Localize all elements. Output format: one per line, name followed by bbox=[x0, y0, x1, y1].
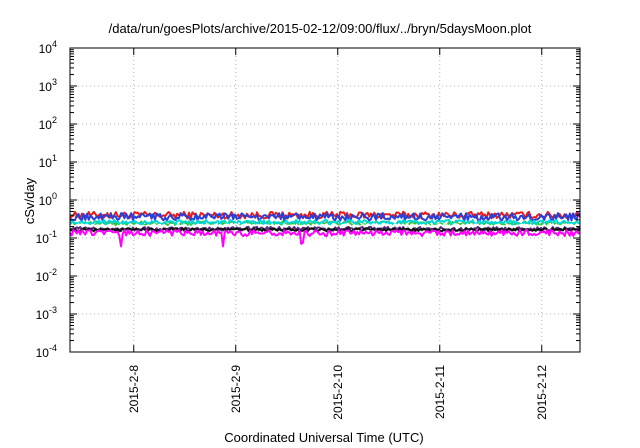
series-line-3 bbox=[69, 219, 581, 226]
x-tick-label: 2015-2-12 bbox=[535, 365, 549, 420]
y-tick-label: 104 bbox=[39, 39, 57, 56]
series-line-7 bbox=[69, 229, 581, 248]
x-tick-label: 2015-2-10 bbox=[331, 365, 345, 420]
y-tick-label: 101 bbox=[39, 153, 57, 170]
x-axis-label: Coordinated Universal Time (UTC) bbox=[224, 430, 423, 445]
y-tick-label: 10-4 bbox=[36, 343, 57, 360]
series-line-1 bbox=[69, 212, 581, 222]
y-axis-label: cSv/day bbox=[22, 177, 37, 224]
x-tick-label: 2015-2-11 bbox=[433, 365, 447, 419]
chart-title: /data/run/goesPlots/archive/2015-02-12/0… bbox=[109, 21, 532, 36]
y-tick-label: 102 bbox=[39, 115, 57, 132]
y-tick-label: 10-1 bbox=[36, 229, 57, 246]
y-tick-label: 10-3 bbox=[36, 305, 57, 322]
x-tick-label: 2015-2-9 bbox=[229, 365, 243, 413]
series-line-6 bbox=[69, 227, 581, 233]
plot-area bbox=[69, 210, 581, 248]
x-tick-label: 2015-2-8 bbox=[127, 365, 141, 413]
grid bbox=[70, 48, 580, 352]
series-line-0 bbox=[69, 210, 581, 220]
y-tick-label: 10-2 bbox=[36, 267, 57, 284]
y-tick-label: 100 bbox=[39, 191, 57, 208]
y-ticks: 104 103 102 101 100 10-1 10-2 10-3 10-4 bbox=[36, 39, 580, 360]
y-tick-label: 103 bbox=[39, 77, 57, 94]
series-line-4 bbox=[69, 223, 581, 229]
x-ticks: 2015-2-8 2015-2-9 2015-2-10 2015-2-11 2015-2… bbox=[127, 48, 549, 420]
